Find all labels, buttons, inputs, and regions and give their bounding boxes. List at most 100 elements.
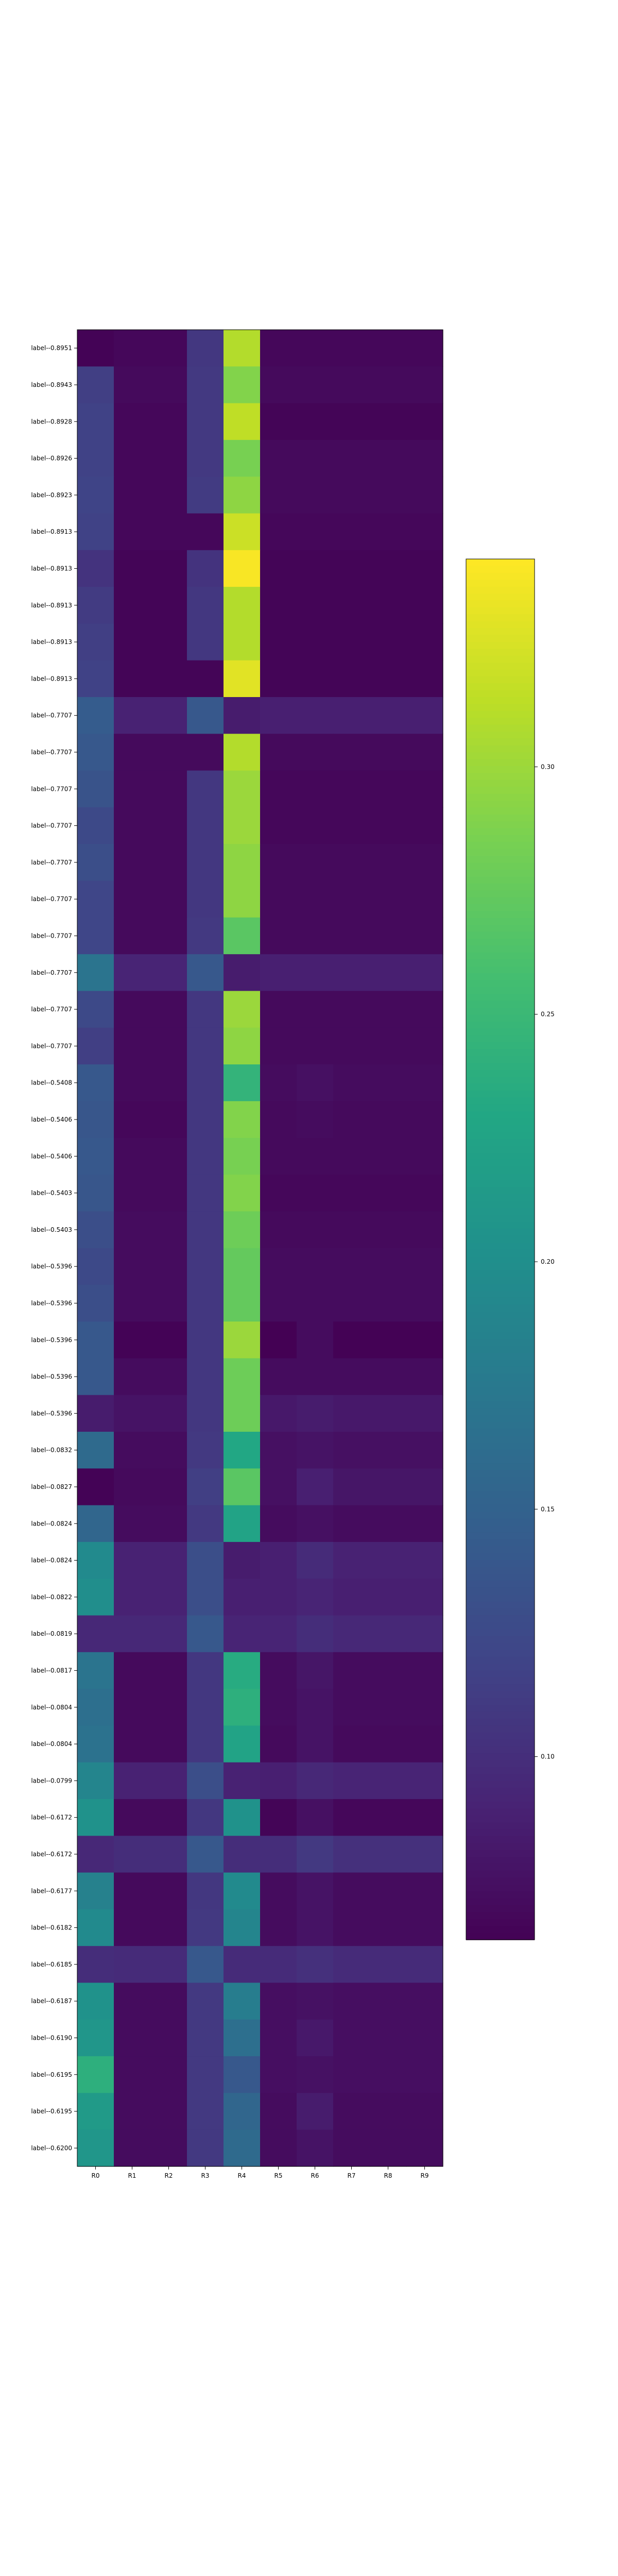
- heatmap-cell: [77, 550, 114, 587]
- heatmap-cell: [297, 1615, 334, 1653]
- heatmap-cell: [77, 2129, 114, 2167]
- colorbar-segment: [466, 766, 535, 774]
- colorbar-segment: [466, 1339, 535, 1347]
- heatmap-cell: [114, 403, 151, 440]
- heatmap-cell: [150, 1248, 187, 1285]
- heatmap-cell: [77, 1468, 114, 1506]
- colorbar-segment: [466, 1083, 535, 1091]
- heatmap-cell: [114, 1027, 151, 1065]
- colorbar-segment: [466, 1118, 535, 1126]
- colorbar-segment: [466, 773, 535, 781]
- colorbar-segment: [466, 1573, 535, 1581]
- heatmap-cell: [333, 1064, 370, 1101]
- heatmap-cell: [333, 1579, 370, 1616]
- colorbar-segment: [466, 580, 535, 587]
- heatmap-cell: [114, 917, 151, 955]
- heatmap-cell: [260, 1725, 297, 1763]
- heatmap-cell: [150, 1909, 187, 1946]
- heatmap-cell: [297, 1799, 334, 1836]
- heatmap-cell: [406, 1248, 443, 1285]
- heatmap-cell: [260, 439, 297, 477]
- colorbar-segment: [466, 1767, 535, 1775]
- heatmap-cell: [297, 1909, 334, 1946]
- heatmap-cell: [77, 770, 114, 808]
- heatmap-cell: [260, 1284, 297, 1322]
- colorbar-segment: [466, 663, 535, 670]
- heatmap-cell: [406, 770, 443, 808]
- x-tick-label: R3: [201, 2172, 210, 2179]
- heatmap-cell: [406, 1321, 443, 1359]
- y-tick-label: label--0.0827: [31, 1483, 72, 1490]
- heatmap-cell: [114, 1762, 151, 1800]
- heatmap-cell: [150, 2129, 187, 2167]
- colorbar-segment: [466, 655, 535, 663]
- heatmap-cell: [297, 513, 334, 551]
- colorbar-segment: [466, 1836, 535, 1844]
- colorbar-frame: [466, 558, 535, 1940]
- y-tick-label: label--0.5403: [31, 1226, 72, 1233]
- heatmap-cell: [297, 550, 334, 587]
- colorbar-segment: [466, 710, 535, 718]
- heatmap-cell: [297, 1872, 334, 1910]
- heatmap-cell: [187, 1946, 224, 1984]
- colorbar-segment: [466, 1401, 535, 1409]
- heatmap-cell: [224, 1395, 261, 1432]
- colorbar-segment: [466, 745, 535, 753]
- heatmap-cell: [333, 991, 370, 1028]
- colorbar-segment: [466, 1781, 535, 1788]
- x-tick-label: R7: [348, 2172, 356, 2179]
- heatmap-cell: [187, 1982, 224, 2020]
- heatmap-cell: [187, 1652, 224, 1689]
- heatmap-cell: [150, 2019, 187, 2057]
- heatmap-cell: [224, 2129, 261, 2167]
- heatmap-cell: [297, 1395, 334, 1432]
- heatmap-cell: [406, 366, 443, 404]
- colorbar-segment: [466, 759, 535, 767]
- colorbar-segment: [466, 1035, 535, 1043]
- heatmap-cell: [297, 623, 334, 661]
- heatmap-cell: [150, 1541, 187, 1579]
- heatmap-cell: [333, 1432, 370, 1469]
- heatmap-cell: [114, 807, 151, 844]
- y-tick-label: label--0.6187: [31, 1997, 72, 2005]
- heatmap-cell: [260, 1027, 297, 1065]
- heatmap-cell: [297, 917, 334, 955]
- heatmap-cell: [297, 1689, 334, 1726]
- heatmap-cell: [333, 660, 370, 698]
- heatmap-cell: [150, 1982, 187, 2020]
- heatmap-cell: [187, 403, 224, 440]
- heatmap-cell: [224, 1248, 261, 1285]
- heatmap-cell: [370, 991, 407, 1028]
- heatmap-cell: [224, 330, 261, 367]
- heatmap-cell: [370, 1579, 407, 1616]
- y-tick-label: label--0.5396: [31, 1336, 72, 1344]
- y-tick-label: label--0.6172: [31, 1851, 72, 1858]
- heatmap-cell: [114, 1725, 151, 1763]
- heatmap-cell: [333, 2056, 370, 2093]
- heatmap-cell: [187, 1505, 224, 1543]
- colorbar-segment: [466, 1125, 535, 1132]
- heatmap-cell: [297, 1579, 334, 1616]
- heatmap-cell: [333, 917, 370, 955]
- colorbar-segment: [466, 1291, 535, 1298]
- colorbar-segment: [466, 904, 535, 912]
- heatmap-cell: [77, 1138, 114, 1175]
- heatmap-cell: [187, 1468, 224, 1506]
- colorbar-segment: [466, 738, 535, 746]
- heatmap-cell: [406, 1762, 443, 1800]
- heatmap-cell: [187, 1064, 224, 1101]
- colorbar-segment: [466, 1242, 535, 1250]
- heatmap-cell: [333, 2129, 370, 2167]
- heatmap-cell: [150, 660, 187, 698]
- y-tick-label: label--0.8943: [31, 381, 72, 388]
- heatmap-cell: [224, 1138, 261, 1175]
- heatmap-cell: [370, 1358, 407, 1396]
- heatmap-cell: [114, 1468, 151, 1506]
- colorbar-segment: [466, 787, 535, 794]
- colorbar-segment: [466, 1042, 535, 1050]
- colorbar-segment: [466, 1111, 535, 1119]
- heatmap-cell: [187, 2093, 224, 2130]
- colorbar-segment: [466, 1822, 535, 1830]
- y-tick-label: label--0.8951: [31, 345, 72, 352]
